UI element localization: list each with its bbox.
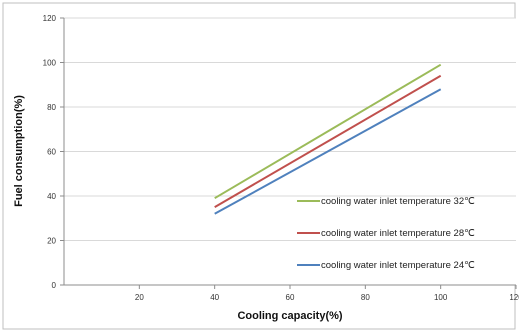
x-tick-label-5: 120 <box>509 293 519 302</box>
x-tick-label-3: 80 <box>361 293 370 302</box>
y-axis-title: Fuel consumption(%) <box>13 95 25 207</box>
series-line-0 <box>214 63 442 200</box>
y-tick-label-6: 120 <box>43 14 57 23</box>
legend-label-0: cooling water inlet temperature 32℃ <box>321 196 475 207</box>
y-tick-label-3: 60 <box>47 148 56 157</box>
y-tick-label-2: 40 <box>47 192 56 201</box>
x-tick-label-4: 100 <box>434 293 448 302</box>
x-axis-title: Cooling capacity(%) <box>237 310 342 322</box>
legend-label-2: cooling water inlet temperature 24℃ <box>321 260 475 271</box>
y-tick-label-4: 80 <box>47 103 56 112</box>
series-line-2 <box>214 88 442 215</box>
y-axis-ticks: 0 20 40 60 80 100 120 <box>43 14 64 290</box>
x-axis-ticks: 20 40 60 80 100 120 <box>135 285 519 302</box>
x-tick-label-2: 60 <box>286 293 295 302</box>
y-tick-label-1: 20 <box>47 237 56 246</box>
x-tick-label-1: 40 <box>210 293 219 302</box>
gridlines <box>64 17 516 241</box>
series-line-1 <box>214 74 442 208</box>
legend: cooling water inlet temperature 32℃ cooli… <box>297 196 475 271</box>
legend-label-1: cooling water inlet temperature 28℃ <box>321 228 475 239</box>
data-series <box>214 63 442 215</box>
y-tick-label-5: 100 <box>43 59 57 68</box>
y-tick-label-0: 0 <box>52 281 57 290</box>
x-tick-label-0: 20 <box>135 293 144 302</box>
